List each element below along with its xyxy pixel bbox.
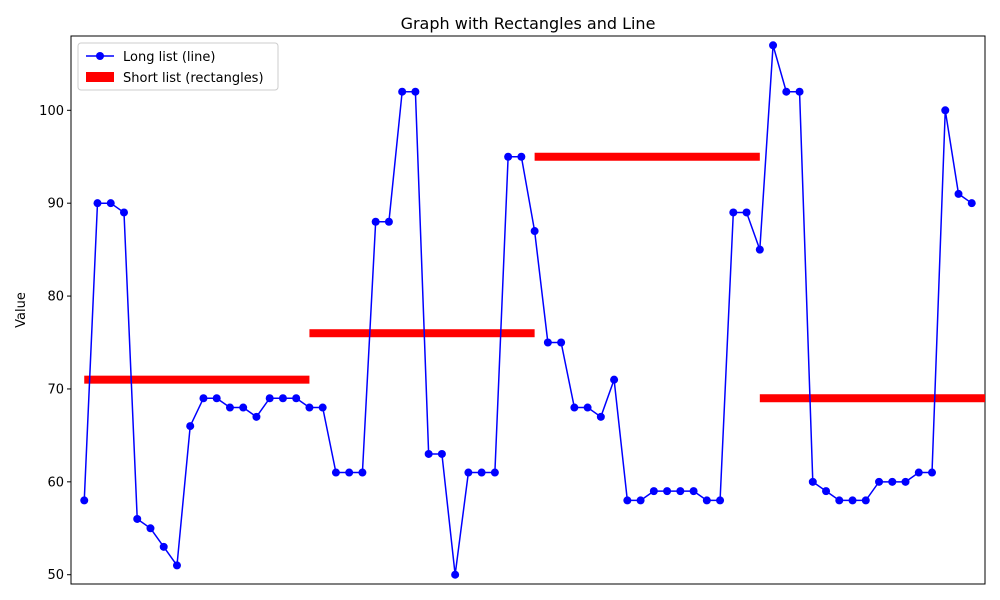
data-point bbox=[676, 487, 685, 496]
data-point bbox=[398, 87, 407, 96]
rectangle-bar bbox=[759, 394, 985, 403]
data-point bbox=[729, 208, 738, 217]
data-point bbox=[967, 199, 976, 208]
data-point bbox=[610, 375, 619, 384]
data-point bbox=[689, 487, 698, 496]
data-point bbox=[186, 422, 195, 431]
data-point bbox=[331, 468, 340, 477]
data-point bbox=[769, 41, 778, 50]
data-point bbox=[451, 570, 460, 579]
data-point bbox=[345, 468, 354, 477]
data-point bbox=[80, 496, 89, 505]
data-point bbox=[119, 208, 128, 217]
y-tick-label: 60 bbox=[47, 475, 64, 490]
plot-area: 50 60 70 80 90 100 bbox=[39, 35, 986, 585]
data-point bbox=[663, 487, 672, 496]
chart-title: Graph with Rectangles and Line bbox=[401, 14, 656, 33]
data-point bbox=[583, 403, 592, 412]
y-tick-label: 100 bbox=[39, 104, 64, 119]
y-tick-label: 90 bbox=[47, 197, 64, 212]
data-point bbox=[490, 468, 499, 477]
data-point bbox=[636, 496, 645, 505]
data-point bbox=[252, 412, 261, 421]
data-point bbox=[504, 152, 513, 161]
data-point bbox=[835, 496, 844, 505]
data-point bbox=[543, 338, 552, 347]
data-point bbox=[649, 487, 658, 496]
line-series bbox=[80, 41, 976, 579]
legend-label-line: Long list (line) bbox=[123, 50, 215, 65]
data-point bbox=[623, 496, 632, 505]
data-point bbox=[371, 217, 380, 226]
data-point bbox=[384, 217, 393, 226]
data-point bbox=[941, 106, 950, 115]
data-point bbox=[159, 542, 168, 551]
data-point bbox=[888, 477, 897, 486]
rectangle-bar bbox=[534, 152, 760, 161]
data-point bbox=[411, 87, 420, 96]
y-axis-label: Value bbox=[14, 292, 29, 328]
data-point bbox=[782, 87, 791, 96]
y-tick-label: 70 bbox=[47, 382, 64, 397]
data-point bbox=[716, 496, 725, 505]
data-point bbox=[848, 496, 857, 505]
data-point bbox=[928, 468, 937, 477]
legend-rect-swatch bbox=[86, 72, 114, 82]
data-point bbox=[212, 394, 221, 403]
legend: Long list (line) Short list (rectangles) bbox=[77, 42, 279, 91]
rectangle-bar bbox=[84, 375, 310, 384]
data-point bbox=[822, 487, 831, 496]
data-point bbox=[292, 394, 301, 403]
legend-marker-swatch bbox=[96, 52, 104, 60]
rectangles-series bbox=[84, 152, 985, 403]
data-point bbox=[808, 477, 817, 486]
data-point bbox=[742, 208, 751, 217]
data-point bbox=[93, 199, 102, 208]
legend-label-rect: Short list (rectangles) bbox=[123, 71, 264, 86]
plot-frame bbox=[70, 35, 986, 585]
series-line bbox=[83, 45, 973, 575]
data-point bbox=[305, 403, 314, 412]
y-tick-label: 50 bbox=[47, 568, 64, 583]
data-point bbox=[861, 496, 870, 505]
data-point bbox=[954, 189, 963, 198]
data-point bbox=[795, 87, 804, 96]
data-point bbox=[225, 403, 234, 412]
data-point bbox=[875, 477, 884, 486]
data-point bbox=[596, 412, 605, 421]
data-point bbox=[358, 468, 367, 477]
data-point bbox=[146, 524, 155, 533]
data-point bbox=[557, 338, 566, 347]
data-point bbox=[278, 394, 287, 403]
data-point bbox=[702, 496, 711, 505]
data-point bbox=[133, 514, 142, 523]
y-axis: 50 60 70 80 90 100 bbox=[39, 104, 71, 583]
data-point bbox=[755, 245, 764, 254]
data-point bbox=[901, 477, 910, 486]
data-point bbox=[464, 468, 473, 477]
data-point bbox=[265, 394, 274, 403]
data-point bbox=[914, 468, 923, 477]
data-point bbox=[172, 561, 181, 570]
data-point bbox=[530, 227, 539, 236]
legend-box bbox=[77, 42, 279, 91]
data-point bbox=[437, 449, 446, 458]
data-point bbox=[477, 468, 486, 477]
y-tick-label: 80 bbox=[47, 290, 64, 305]
data-point bbox=[239, 403, 248, 412]
data-point bbox=[199, 394, 208, 403]
data-point bbox=[424, 449, 433, 458]
data-point bbox=[570, 403, 579, 412]
data-point bbox=[318, 403, 327, 412]
data-point bbox=[517, 152, 526, 161]
data-point bbox=[106, 199, 115, 208]
rectangle-bar bbox=[309, 329, 535, 338]
